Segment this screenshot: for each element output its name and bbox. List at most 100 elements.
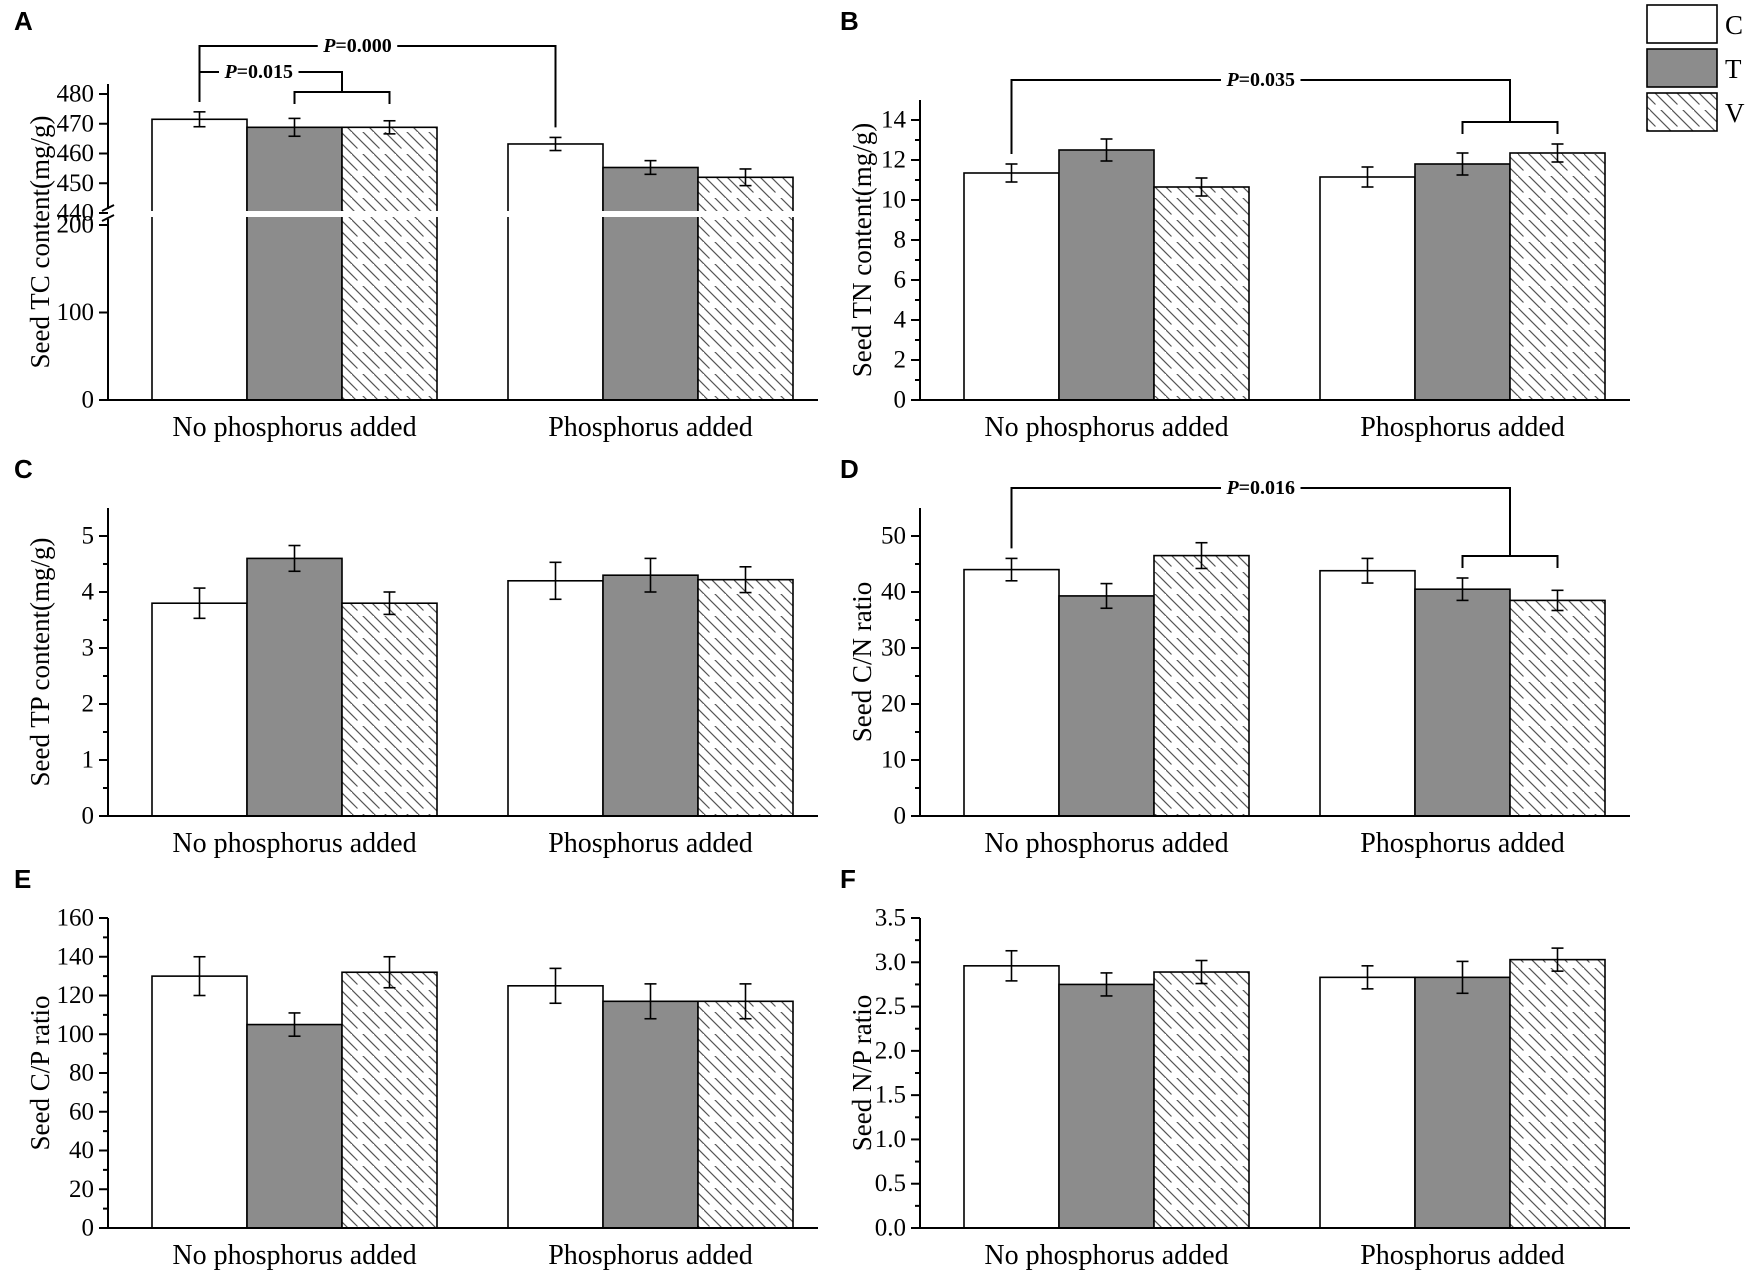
y-tick-label: 2 bbox=[894, 347, 907, 374]
y-tick-label: 3.0 bbox=[875, 949, 906, 976]
y-tick-label: 8 bbox=[894, 227, 907, 254]
legend-swatch-v bbox=[1646, 92, 1718, 132]
y-tick-label: 0 bbox=[82, 387, 95, 414]
y-tick-label: 2.0 bbox=[875, 1037, 906, 1064]
bar-c-no-p bbox=[963, 965, 1060, 1229]
bar-v-p bbox=[697, 578, 794, 817]
y-tick-label: 120 bbox=[57, 982, 95, 1009]
p-value-bg bbox=[219, 61, 299, 83]
axis-break-gap bbox=[110, 211, 816, 217]
bar-v-no-p bbox=[341, 971, 438, 1229]
y-tick-label: 100 bbox=[57, 299, 95, 326]
bar-c-p bbox=[1319, 176, 1416, 401]
bar-c-p bbox=[1319, 569, 1416, 817]
bar-v-p bbox=[1509, 958, 1606, 1229]
y-tick-label: 1 bbox=[82, 747, 95, 774]
y-tick-label: 4 bbox=[82, 579, 95, 606]
panel-letter: A bbox=[14, 6, 33, 36]
bar-v-no-p bbox=[341, 602, 438, 817]
bar-v-p bbox=[697, 176, 794, 401]
y-axis-label: Seed C/P ratio bbox=[25, 996, 55, 1151]
p-value-bg bbox=[317, 35, 398, 57]
bar-t-p bbox=[602, 166, 699, 401]
y-tick-label: 12 bbox=[881, 147, 906, 174]
bar-v-p bbox=[1509, 599, 1606, 817]
bar-t-p bbox=[1414, 976, 1511, 1229]
panel-b: B Seed TN content(mg/g) 0 2 4 6 8 10 12 14 No phos… bbox=[840, 6, 1630, 443]
y-tick-label: 20 bbox=[881, 691, 906, 718]
bar-v-no-p bbox=[1153, 971, 1250, 1229]
legend-label-c: C bbox=[1725, 10, 1743, 40]
p-value-bg bbox=[1221, 69, 1301, 91]
bar-c-no-p bbox=[151, 118, 248, 401]
bar-c-no-p bbox=[151, 975, 248, 1229]
y-tick-label: 40 bbox=[69, 1137, 94, 1164]
y-tick-label: 140 bbox=[57, 943, 95, 970]
p-value-label: P=0.000 bbox=[322, 35, 392, 57]
bar-c-p bbox=[1319, 976, 1416, 1229]
y-tick-label: 0.0 bbox=[875, 1215, 906, 1242]
x-category-label: No phosphorus added bbox=[172, 1240, 416, 1271]
y-tick-label: 10 bbox=[881, 187, 906, 214]
y-tick-label: 5 bbox=[82, 523, 95, 550]
y-tick-label: 0.5 bbox=[875, 1170, 906, 1197]
legend: CTV bbox=[1646, 4, 1745, 132]
bar-v-p bbox=[1509, 152, 1606, 401]
bar-c-no-p bbox=[963, 172, 1060, 401]
bar-t-no-p bbox=[246, 1023, 343, 1229]
y-tick-label: 1.5 bbox=[875, 1082, 906, 1109]
y-tick-label: 0 bbox=[894, 387, 907, 414]
bar-t-p bbox=[602, 574, 699, 817]
x-category-label: Phosphorus added bbox=[1360, 1240, 1565, 1271]
bar-v-no-p bbox=[1153, 186, 1250, 401]
x-category-label: Phosphorus added bbox=[548, 412, 753, 443]
panel-letter: B bbox=[840, 6, 859, 36]
y-tick-label: 100 bbox=[57, 1021, 95, 1048]
bar-c-no-p bbox=[151, 602, 248, 817]
bar-t-no-p bbox=[1058, 595, 1155, 817]
x-category-label: No phosphorus added bbox=[172, 412, 416, 443]
group-sub-bracket bbox=[293, 91, 391, 104]
y-tick-label: 1.0 bbox=[875, 1126, 906, 1153]
x-category-label: Phosphorus added bbox=[548, 1240, 753, 1271]
legend-swatch-t bbox=[1646, 48, 1718, 88]
y-tick-label: 0 bbox=[894, 803, 907, 830]
y-tick-label: 4 bbox=[894, 307, 907, 334]
y-axis-label: Seed TP content(mg/g) bbox=[25, 538, 55, 787]
y-axis-label: Seed TC content(mg/g) bbox=[25, 116, 55, 369]
panel-letter: F bbox=[840, 864, 856, 894]
y-tick-label: 3 bbox=[82, 635, 95, 662]
y-tick-label: 0 bbox=[82, 1215, 95, 1242]
y-tick-label: 14 bbox=[881, 107, 907, 134]
significance-bracket bbox=[198, 45, 557, 128]
panel-c: C Seed TP content(mg/g) 0 1 2 3 4 5 No phosphoru… bbox=[14, 454, 818, 859]
x-category-label: No phosphorus added bbox=[984, 412, 1228, 443]
y-tick-label: 3.5 bbox=[875, 905, 906, 932]
bar-t-p bbox=[602, 1000, 699, 1229]
axis-break-mark bbox=[101, 204, 115, 212]
p-value-label: P=0.015 bbox=[223, 61, 293, 83]
y-tick-label: 2 bbox=[82, 691, 95, 718]
y-tick-label: 2.5 bbox=[875, 993, 906, 1020]
y-tick-label: 460 bbox=[57, 140, 95, 167]
bar-t-p bbox=[1414, 163, 1511, 401]
group-sub-bracket bbox=[1461, 121, 1559, 134]
y-tick-label: 60 bbox=[69, 1098, 94, 1125]
x-category-label: Phosphorus added bbox=[1360, 828, 1565, 859]
bar-t-no-p bbox=[1058, 983, 1155, 1229]
legend-swatch-c bbox=[1646, 4, 1718, 44]
panel-letter: E bbox=[14, 864, 31, 894]
bar-v-no-p bbox=[341, 126, 438, 401]
bar-v-no-p bbox=[1153, 554, 1250, 817]
panel-letter: D bbox=[840, 454, 859, 484]
bar-c-no-p bbox=[963, 568, 1060, 817]
legend-label-t: T bbox=[1725, 54, 1742, 84]
x-category-label: No phosphorus added bbox=[172, 828, 416, 859]
y-tick-label: 30 bbox=[881, 635, 906, 662]
bar-c-p bbox=[507, 143, 604, 401]
bar-c-p bbox=[507, 985, 604, 1229]
y-axis-label: Seed C/N ratio bbox=[847, 582, 877, 742]
